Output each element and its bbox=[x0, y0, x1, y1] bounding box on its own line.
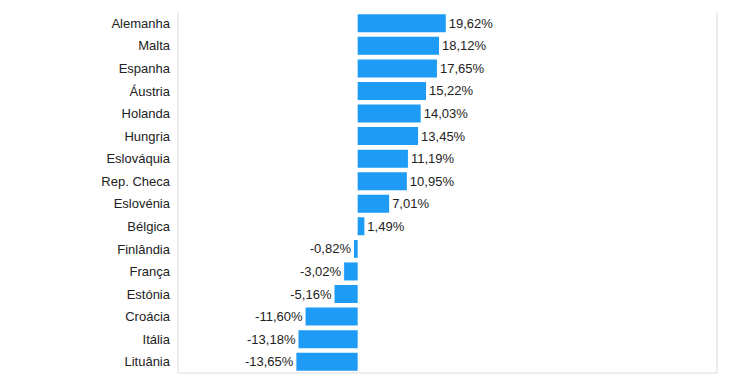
svg-text:Áustria: Áustria bbox=[130, 84, 171, 99]
svg-text:-13,65%: -13,65% bbox=[245, 354, 294, 369]
svg-text:10,95%: 10,95% bbox=[410, 174, 455, 189]
svg-text:Croácia: Croácia bbox=[125, 309, 171, 324]
svg-text:Estónia: Estónia bbox=[127, 287, 171, 302]
svg-text:Lituânia: Lituânia bbox=[124, 354, 170, 369]
svg-text:Alemanha: Alemanha bbox=[111, 16, 170, 31]
svg-text:Eslovénia: Eslovénia bbox=[114, 196, 171, 211]
svg-text:13,45%: 13,45% bbox=[421, 129, 466, 144]
svg-text:1,49%: 1,49% bbox=[367, 219, 404, 234]
svg-text:19,62%: 19,62% bbox=[449, 16, 494, 31]
svg-text:Hungria: Hungria bbox=[124, 129, 170, 144]
svg-text:Holanda: Holanda bbox=[122, 106, 171, 121]
svg-text:15,22%: 15,22% bbox=[429, 83, 474, 98]
svg-text:Eslováquia: Eslováquia bbox=[106, 151, 170, 166]
svg-text:7,01%: 7,01% bbox=[392, 196, 429, 211]
svg-text:França: França bbox=[130, 264, 171, 279]
svg-text:Espanha: Espanha bbox=[119, 61, 171, 76]
svg-text:17,65%: 17,65% bbox=[440, 61, 485, 76]
svg-text:14,03%: 14,03% bbox=[424, 106, 469, 121]
svg-text:11,19%: 11,19% bbox=[411, 151, 455, 166]
svg-text:-5,16%: -5,16% bbox=[290, 287, 332, 302]
svg-text:Bélgica: Bélgica bbox=[127, 219, 170, 234]
svg-text:-3,02%: -3,02% bbox=[300, 264, 342, 279]
svg-text:-11,60%: -11,60% bbox=[255, 309, 303, 324]
svg-text:18,12%: 18,12% bbox=[442, 38, 487, 53]
svg-text:Finlândia: Finlândia bbox=[117, 242, 171, 257]
svg-text:-0,82%: -0,82% bbox=[310, 241, 352, 256]
svg-text:Rep. Checa: Rep. Checa bbox=[101, 174, 170, 189]
svg-text:Malta: Malta bbox=[138, 38, 171, 53]
svg-text:-13,18%: -13,18% bbox=[247, 332, 296, 347]
svg-text:Itália: Itália bbox=[143, 332, 171, 347]
